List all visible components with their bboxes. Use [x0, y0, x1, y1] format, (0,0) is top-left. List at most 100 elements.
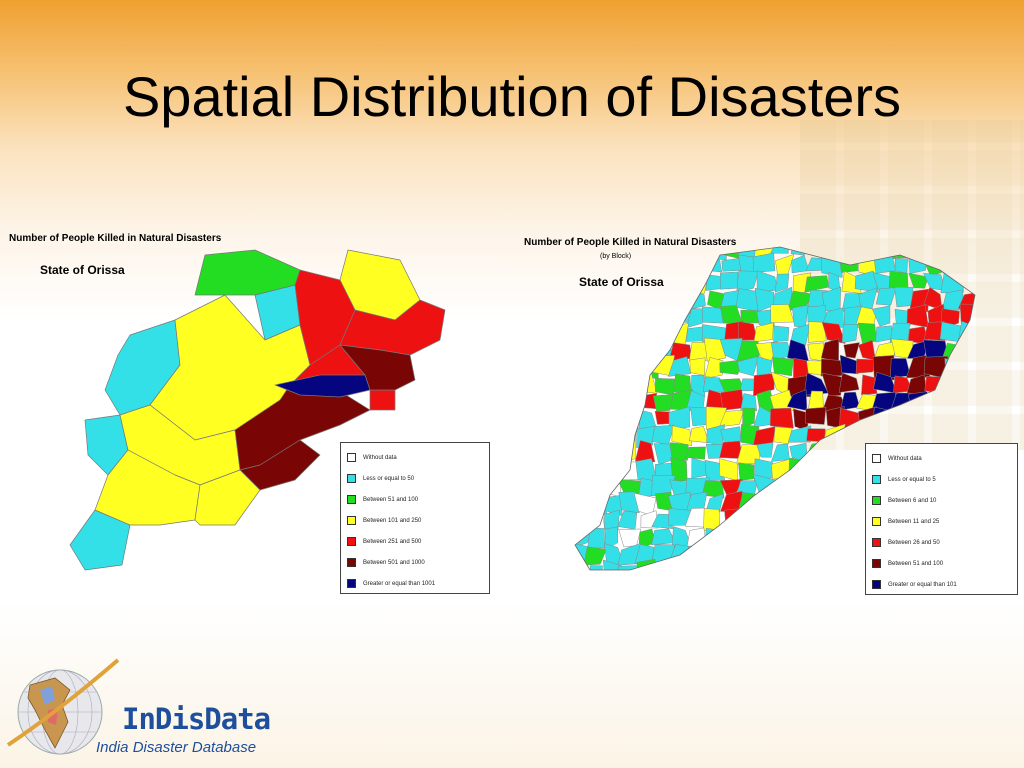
block-region: [939, 376, 964, 397]
block-region: [587, 527, 605, 549]
block-region: [738, 462, 755, 481]
block-region: [822, 423, 846, 448]
block-map-panel: Number of People Killed in Natural Disas…: [520, 225, 1024, 605]
block-region: [909, 247, 932, 260]
block-region: [839, 561, 859, 570]
block-region: [942, 390, 965, 414]
india-globe-logo-icon: [6, 658, 120, 755]
block-region: [621, 275, 640, 295]
block-region: [838, 372, 860, 393]
block-region: [589, 565, 603, 570]
block-region: [822, 475, 844, 499]
legend-swatch: [347, 579, 356, 588]
map-title: Number of People Killed in Natural Disas…: [9, 233, 222, 244]
block-region: [805, 476, 826, 494]
legend-item: Between 101 and 250: [347, 510, 483, 531]
block-region: [652, 275, 671, 291]
block-region: [603, 374, 623, 394]
block-region: [587, 355, 604, 378]
block-region: [653, 394, 676, 412]
block-region: [772, 357, 794, 377]
block-region: [820, 338, 840, 363]
legend-item: Greater or equal than 101: [872, 574, 1011, 595]
block-region: [736, 529, 759, 547]
block-region: [752, 252, 776, 273]
block-region: [687, 545, 708, 564]
block-region: [838, 247, 858, 261]
block-region: [805, 442, 828, 464]
block-region: [978, 407, 992, 431]
block-region: [754, 544, 775, 563]
legend-label: Between 251 and 500: [363, 538, 422, 545]
block-region: [622, 327, 636, 340]
block-region: [807, 321, 827, 343]
block-region: [821, 372, 843, 397]
indisdata-logo: InDisData India Disaster Database: [0, 650, 300, 768]
block-region: [770, 443, 790, 462]
block-region: [604, 509, 620, 531]
block-region: [575, 425, 590, 443]
block-region: [790, 543, 810, 567]
block-region: [908, 272, 929, 289]
block-region: [588, 373, 602, 394]
block-region: [671, 247, 691, 259]
legend-swatch: [347, 474, 356, 483]
legend-swatch: [872, 517, 881, 526]
block-region: [584, 338, 602, 361]
block-region: [756, 442, 774, 458]
block-region: [826, 511, 844, 532]
block-region: [857, 247, 878, 258]
legend-label: Between 101 and 250: [363, 517, 422, 524]
block-region: [575, 374, 589, 397]
legend-swatch: [872, 496, 881, 505]
block-region: [618, 405, 639, 431]
block-region: [804, 406, 827, 425]
block-region: [774, 273, 790, 293]
block-region: [742, 407, 756, 429]
block-region: [600, 247, 625, 262]
block-region: [877, 428, 898, 445]
map-state-label: State of Orissa: [40, 263, 125, 277]
block-region: [584, 306, 602, 324]
legend-label: Without data: [888, 455, 922, 462]
block-region: [575, 321, 591, 343]
block-region: [861, 374, 878, 396]
legend-swatch: [872, 454, 881, 463]
block-region: [822, 458, 844, 482]
block-region: [806, 493, 829, 515]
legend-label: Between 51 and 100: [888, 560, 944, 567]
block-region: [599, 390, 624, 413]
block-region: [804, 275, 830, 293]
block-region: [957, 257, 975, 276]
block-region: [962, 394, 975, 411]
block-region: [944, 357, 958, 376]
block-region: [669, 442, 689, 461]
block-region: [926, 247, 947, 259]
block-region: [657, 257, 671, 276]
block-region: [618, 491, 640, 514]
block-region: [907, 252, 927, 274]
block-region: [741, 559, 760, 570]
block-region: [977, 393, 998, 408]
legend-swatch: [872, 538, 881, 547]
block-region: [773, 426, 793, 445]
legend-swatch: [872, 475, 881, 484]
legend-swatch: [347, 495, 356, 504]
block-region: [602, 441, 622, 464]
block-region: [787, 290, 812, 312]
block-region: [686, 247, 710, 260]
district-region: [274, 374, 371, 398]
block-region: [958, 340, 975, 361]
block-region: [651, 424, 675, 445]
block-region: [840, 492, 861, 511]
block-region: [806, 428, 826, 443]
block-region: [599, 255, 620, 277]
block-region: [842, 456, 862, 480]
block-region: [792, 304, 809, 328]
block-region: [703, 337, 727, 362]
block-region: [838, 439, 857, 463]
block-region: [600, 406, 623, 431]
block-region: [809, 543, 826, 560]
block-region: [686, 562, 710, 570]
block-region: [606, 304, 626, 329]
